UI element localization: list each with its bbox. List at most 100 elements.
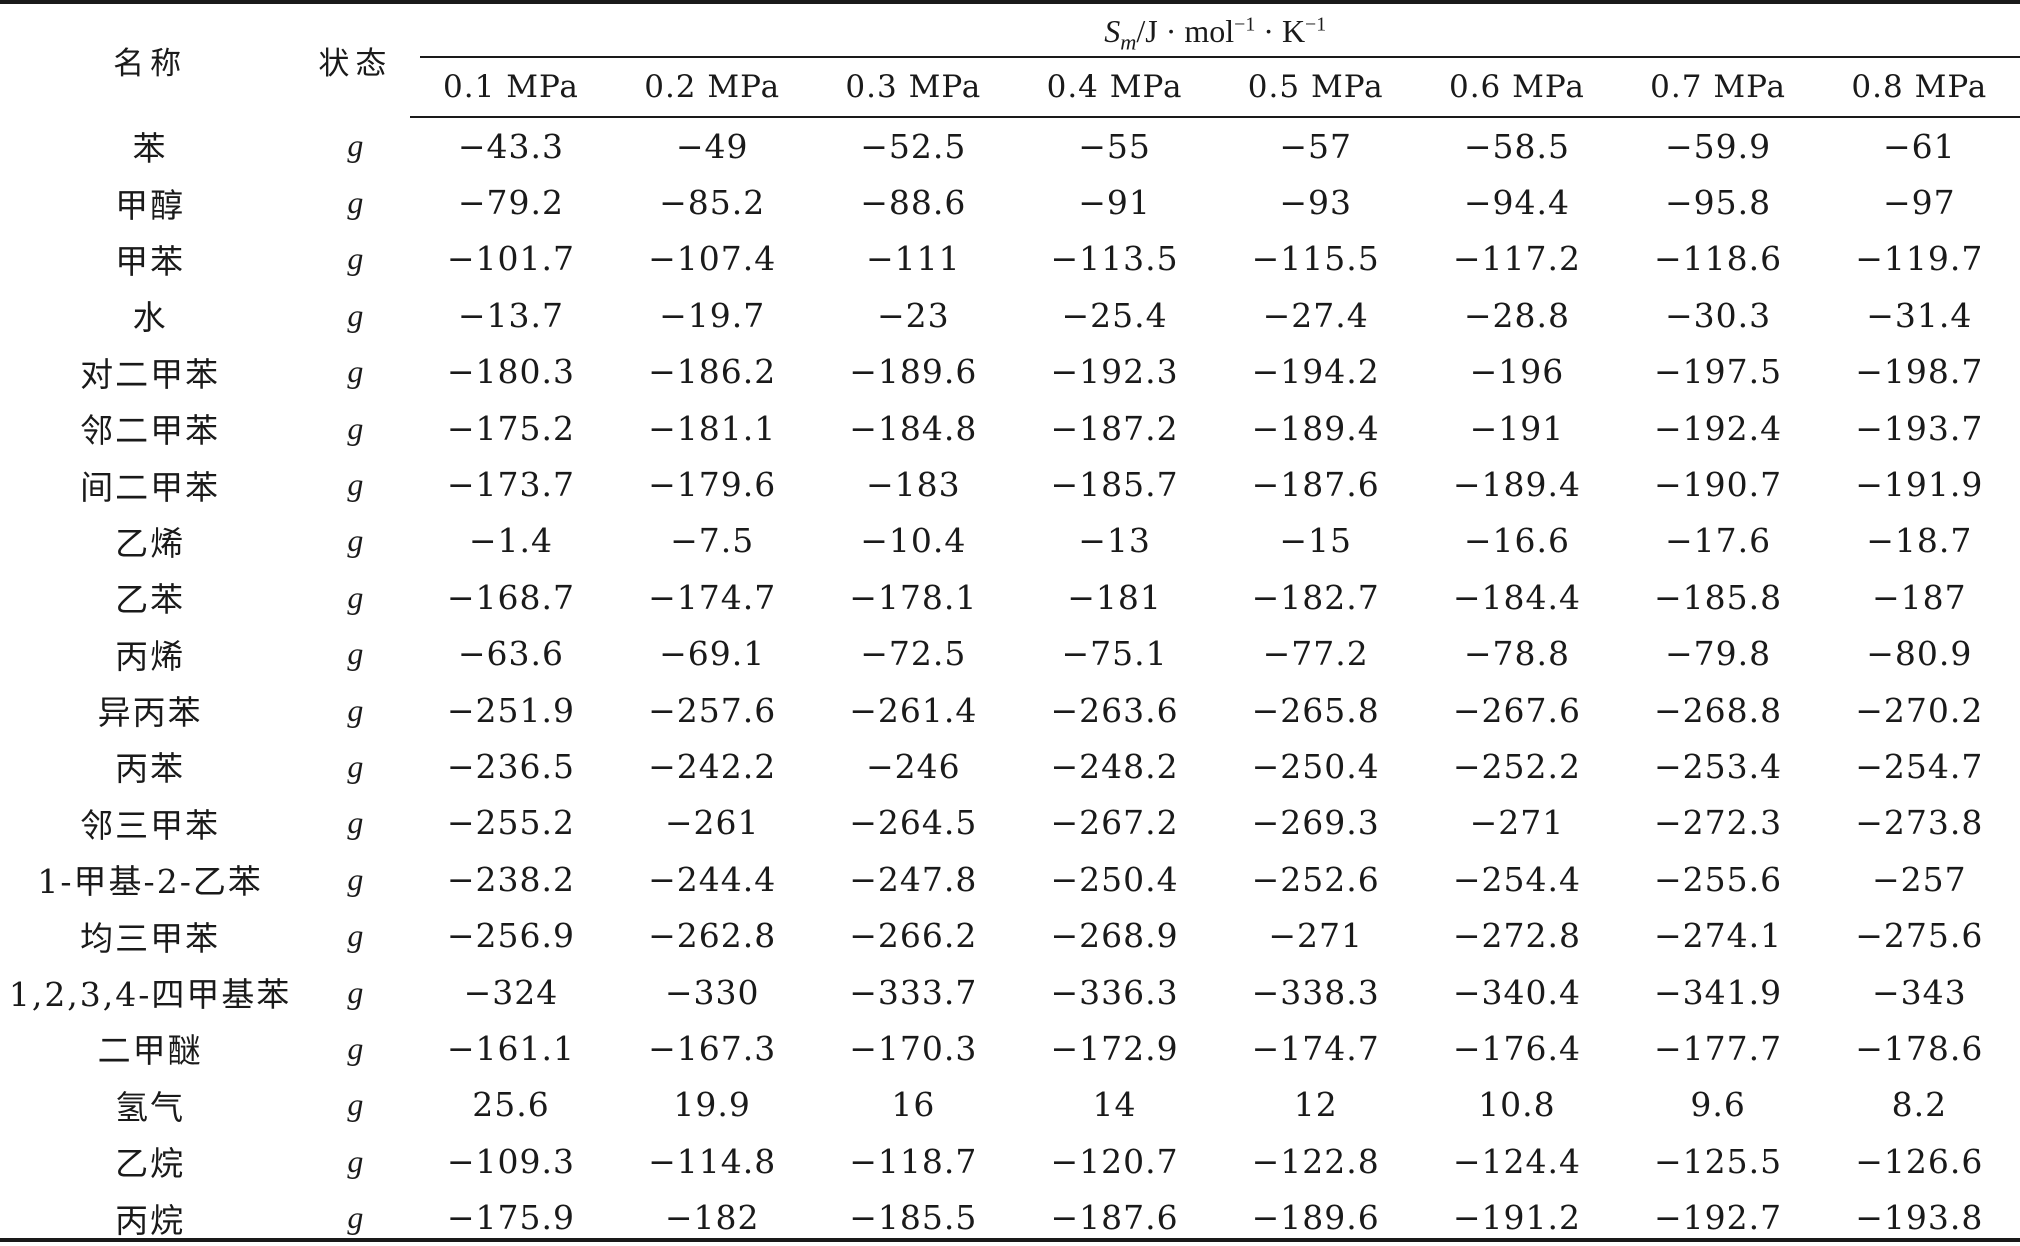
entropy-value-cell: −264.5 <box>849 803 978 843</box>
state-column-header: 状态 <box>318 46 393 82</box>
entropy-value-cell: −253.4 <box>1654 746 1783 786</box>
table-row: 氢气 g 25.6 19.9 16 14 12 10.8 9.6 8.2 <box>0 1077 2020 1133</box>
entropy-value-cell: −63.6 <box>457 634 565 674</box>
entropy-value-cell: −270.2 <box>1855 690 1984 730</box>
entropy-value-cell: −257 <box>1872 859 1967 899</box>
entropy-value-cell: −268.9 <box>1050 916 1179 956</box>
entropy-value-cell: −75.1 <box>1061 634 1168 674</box>
entropy-value-cell: −272.8 <box>1452 916 1581 956</box>
entropy-value-cell: −172.9 <box>1050 1028 1179 1068</box>
state-cell: g <box>347 127 364 164</box>
unit-exponent-kelvin: −1 <box>1305 12 1327 35</box>
entropy-value-cell: −192.3 <box>1050 352 1179 392</box>
table-top-rule <box>0 0 2020 4</box>
entropy-value-cell: −186.2 <box>648 352 777 392</box>
state-cell: g <box>347 973 364 1010</box>
entropy-value-cell: −185.5 <box>849 1198 978 1238</box>
entropy-value-cell: −269.3 <box>1251 803 1380 843</box>
entropy-value-cell: −250.4 <box>1251 746 1380 786</box>
entropy-value-cell: −113.5 <box>1050 239 1179 279</box>
table-row: 水 g −13.7 −19.7 −23 −25.4 −27.4 −28.8 −30.3 −31.4 <box>0 287 2020 343</box>
entropy-value-cell: −175.9 <box>446 1198 576 1238</box>
entropy-value-cell: −167.3 <box>648 1028 777 1068</box>
entropy-value-cell: −15 <box>1279 521 1353 561</box>
entropy-value-cell: −194.2 <box>1251 352 1380 392</box>
state-cell: g <box>347 635 364 672</box>
substance-name-cell: 甲苯 <box>115 241 186 281</box>
entropy-value-cell: −187.6 <box>1050 1198 1179 1238</box>
entropy-value-cell: −1.4 <box>468 521 554 561</box>
entropy-value-cell: −187 <box>1872 577 1967 617</box>
entropy-value-cell: −271 <box>1469 803 1565 843</box>
table-row: 二甲醚 g −161.1 −167.3 −170.3 −172.9 −174.7 −176.4… <box>0 1020 2020 1076</box>
entropy-value-cell: −238.2 <box>446 859 576 899</box>
entropy-value-cell: −72.5 <box>860 634 967 674</box>
unit-header-rule <box>420 56 2020 58</box>
entropy-value-cell: −246 <box>866 746 961 786</box>
table-row: 均三甲苯 g −256.9 −262.8 −266.2 −268.9 −271 −272.8 −… <box>0 907 2020 963</box>
entropy-value-cell: −193.7 <box>1855 408 1984 448</box>
entropy-value-cell: −248.2 <box>1050 746 1179 786</box>
entropy-value-cell: −178.6 <box>1855 1028 1984 1068</box>
entropy-value-cell: −13.7 <box>457 295 565 335</box>
unit-exponent-mol: −1 <box>1234 12 1256 35</box>
entropy-value-cell: −107.4 <box>648 239 777 279</box>
substance-name-cell: 间二甲苯 <box>80 467 221 507</box>
entropy-value-cell: 14 <box>1092 1085 1137 1125</box>
unit-text-mol: /J · mol <box>1136 12 1235 49</box>
state-cell: g <box>347 804 364 841</box>
entropy-value-cell: −187.2 <box>1050 408 1179 448</box>
entropy-value-cell: −274.1 <box>1654 916 1783 956</box>
entropy-value-cell: −55 <box>1078 126 1151 166</box>
substance-name-cell: 对二甲苯 <box>80 354 221 394</box>
entropy-value-cell: −18.7 <box>1866 521 1973 561</box>
entropy-value-cell: −161.1 <box>446 1028 576 1068</box>
state-cell: g <box>347 860 364 897</box>
entropy-value-cell: −95.8 <box>1665 183 1772 223</box>
state-cell: g <box>347 466 364 503</box>
entropy-value-cell: −52.5 <box>860 126 967 166</box>
entropy-value-cell: −189.4 <box>1452 465 1581 505</box>
entropy-value-cell: −30.3 <box>1665 295 1772 335</box>
entropy-value-cell: −266.2 <box>849 916 978 956</box>
entropy-value-cell: −126.6 <box>1855 1141 1984 1181</box>
entropy-value-cell: 19.9 <box>673 1085 751 1125</box>
state-cell: g <box>347 1086 364 1123</box>
entropy-value-cell: −7.5 <box>670 521 755 561</box>
substance-name-cell: 异丙苯 <box>97 693 203 733</box>
entropy-value-cell: −173.7 <box>446 465 576 505</box>
state-cell: g <box>347 522 364 559</box>
table-row: 苯 g −43.3 −49 −52.5 −55 −57 −58.5 −59.9 −61 <box>0 117 2020 174</box>
entropy-value-cell: −117.2 <box>1452 239 1581 279</box>
substance-name-cell: 1,2,3,4-四甲基苯 <box>8 975 292 1015</box>
entropy-value-cell: −262.8 <box>648 916 777 956</box>
entropy-value-cell: −122.8 <box>1251 1141 1380 1181</box>
pressure-header: 0.7 MPa <box>1617 58 1819 118</box>
entropy-value-cell: −189.6 <box>849 352 978 392</box>
entropy-value-cell: −244.4 <box>648 859 777 899</box>
entropy-value-cell: −190.7 <box>1654 465 1783 505</box>
state-cell: g <box>347 917 364 954</box>
entropy-value-cell: −174.7 <box>1251 1028 1380 1068</box>
entropy-value-cell: −13 <box>1078 521 1151 561</box>
pressure-header: 0.6 MPa <box>1416 58 1618 118</box>
entropy-value-cell: −254.4 <box>1452 859 1581 899</box>
entropy-value-cell: −180.3 <box>446 352 576 392</box>
entropy-value-cell: −196 <box>1469 352 1565 392</box>
entropy-value-cell: 9.6 <box>1690 1085 1746 1125</box>
substance-name-cell: 乙苯 <box>115 580 186 620</box>
entropy-value-cell: −255.6 <box>1654 859 1783 899</box>
table-row: 对二甲苯 g −180.3 −186.2 −189.6 −192.3 −194.2 −196 −… <box>0 344 2020 400</box>
entropy-value-cell: −10.4 <box>860 521 967 561</box>
entropy-value-cell: −198.7 <box>1855 352 1984 392</box>
entropy-value-cell: −192.7 <box>1654 1198 1783 1238</box>
entropy-value-cell: −59.9 <box>1665 126 1772 166</box>
table-row: 乙苯 g −168.7 −174.7 −178.1 −181 −182.7 −184.4 −18… <box>0 569 2020 625</box>
state-cell: g <box>347 296 364 333</box>
entropy-value-cell: −250.4 <box>1050 859 1179 899</box>
entropy-value-cell: −265.8 <box>1251 690 1380 730</box>
entropy-value-cell: −124.4 <box>1452 1141 1581 1181</box>
entropy-value-cell: −176.4 <box>1452 1028 1581 1068</box>
substance-name-cell: 邻二甲苯 <box>80 411 221 451</box>
